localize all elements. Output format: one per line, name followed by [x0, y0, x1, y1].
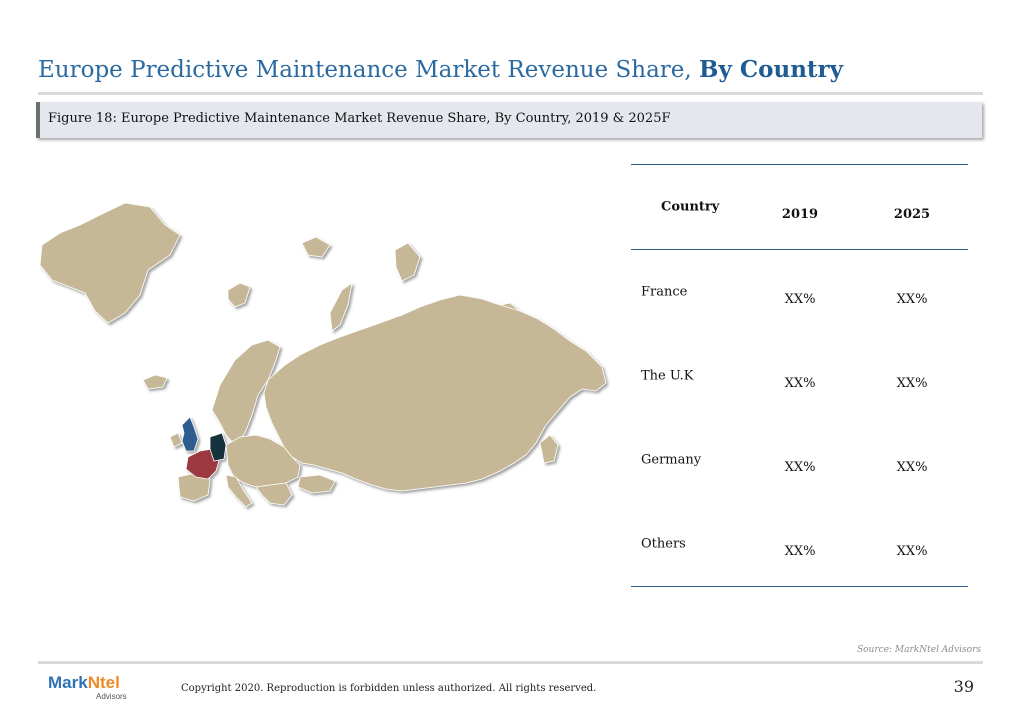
revenue-share-table: Country 2019 2025 France XX% XX% The U.K… — [631, 164, 968, 587]
page-number: 39 — [953, 677, 974, 696]
table-top-rule — [631, 164, 968, 165]
page-title: Europe Predictive Maintenance Market Rev… — [38, 56, 843, 83]
table-header-rule — [631, 249, 968, 250]
table-header-row: Country 2019 2025 — [661, 199, 931, 223]
novaya-zemlya-shape — [329, 282, 353, 332]
italy-shape — [225, 474, 253, 508]
source-note: Source: MarkNtel Advisors — [856, 645, 981, 655]
table-row: Others XX% XX% — [641, 536, 928, 560]
country-cell: Germany — [641, 452, 702, 468]
country-cell: Others — [641, 536, 686, 552]
germany-shape — [209, 432, 227, 462]
figure-caption-bar: Figure 18: Europe Predictive Maintenance… — [36, 102, 982, 138]
france-shape — [185, 448, 221, 480]
svalbard-shape — [227, 282, 251, 308]
footer-divider — [38, 661, 983, 664]
iceland-shape — [142, 374, 168, 390]
ireland-shape — [169, 432, 183, 448]
page-title-bold: By Country — [699, 56, 844, 83]
page-title-main: Europe Predictive Maintenance Market Rev… — [38, 57, 700, 83]
kamchatka-shape — [539, 434, 559, 464]
copyright-text: Copyright 2020. Reproduction is forbidde… — [181, 683, 597, 694]
country-cell: France — [641, 284, 688, 300]
turkey-shape — [297, 474, 336, 494]
greenland-shape — [39, 202, 181, 324]
country-cell: The U.K — [641, 368, 694, 384]
uk-shape — [181, 416, 199, 452]
marknteladvisors-logo: MarkNtel Advisors — [48, 673, 127, 701]
figure-caption: Figure 18: Europe Predictive Maintenance… — [48, 111, 671, 126]
table-row: Germany XX% XX% — [641, 452, 928, 476]
severnaya-zemlya-shape — [394, 242, 421, 282]
table-row: France XX% XX% — [641, 284, 928, 308]
table-bottom-rule — [631, 586, 968, 587]
title-divider — [38, 92, 983, 95]
header-country: Country — [661, 199, 720, 215]
europe-map — [39, 202, 607, 508]
balkans-shape — [255, 482, 293, 506]
franz-josef-shape — [301, 236, 331, 258]
table-row: The U.K XX% XX% — [641, 368, 928, 392]
russia-shape — [263, 294, 607, 492]
